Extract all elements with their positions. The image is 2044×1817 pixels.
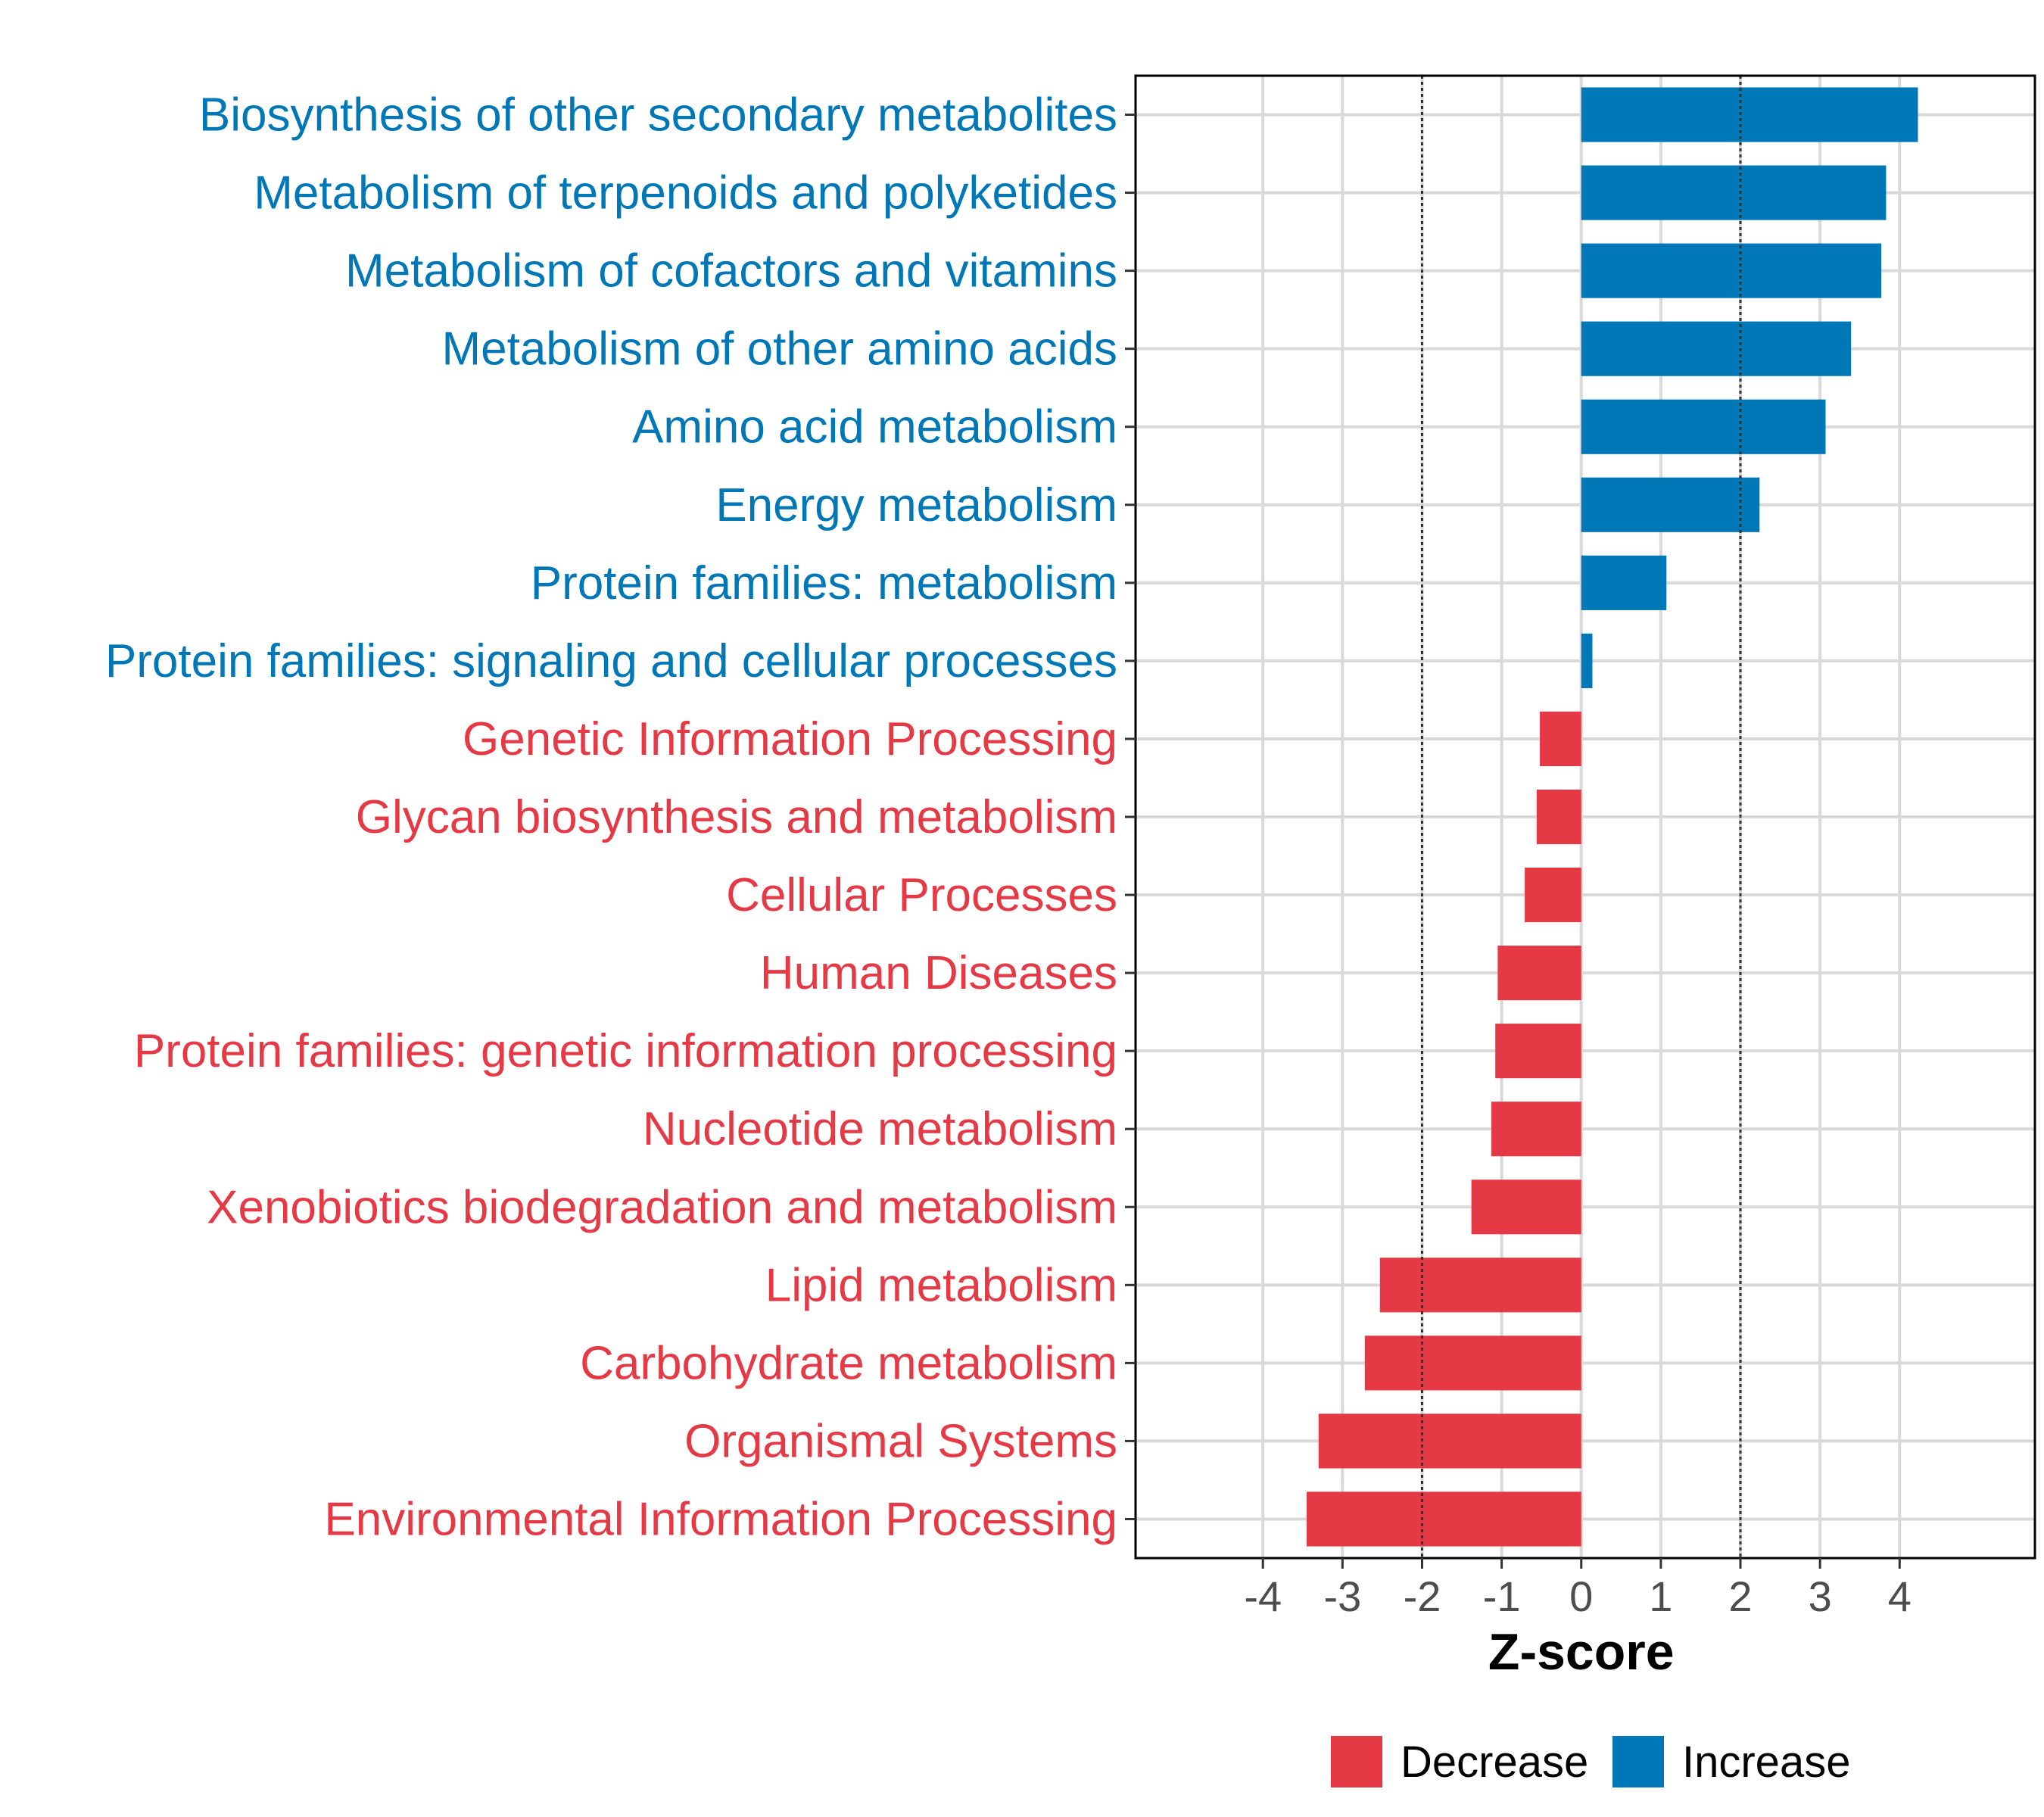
category-label: Human Diseases: [760, 947, 1117, 999]
bar: [1540, 711, 1581, 767]
category-label: Amino acid metabolism: [632, 401, 1117, 453]
y-axis-labels: Biosynthesis of other secondary metaboli…: [105, 89, 1117, 1546]
bar: [1491, 1102, 1581, 1157]
x-axis-title: Z-score: [1488, 1623, 1675, 1681]
category-label: Protein families: signaling and cellular…: [105, 635, 1117, 687]
bar: [1318, 1413, 1581, 1469]
bar: [1536, 789, 1581, 845]
x-tick-label: -2: [1404, 1572, 1441, 1620]
category-label: Metabolism of terpenoids and polyketides: [254, 167, 1117, 220]
category-label: Metabolism of other amino acids: [441, 323, 1117, 376]
y-axis-ticks: [1125, 114, 1136, 1520]
bar: [1581, 87, 1918, 142]
category-label: Nucleotide metabolism: [643, 1103, 1117, 1155]
legend-label-decrease: Decrease: [1401, 1738, 1588, 1787]
bar: [1495, 1024, 1581, 1079]
x-tick-label: 3: [1809, 1572, 1832, 1620]
bar: [1581, 633, 1593, 688]
category-label: Lipid metabolism: [765, 1259, 1117, 1311]
category-label: Genetic Information Processing: [463, 713, 1117, 765]
x-tick-label: 2: [1728, 1572, 1752, 1620]
x-tick-label: -1: [1483, 1572, 1521, 1620]
bar: [1307, 1491, 1581, 1547]
category-label: Energy metabolism: [715, 479, 1117, 531]
bar: [1581, 165, 1887, 220]
category-label: Metabolism of cofactors and vitamins: [345, 245, 1117, 298]
category-label: Environmental Information Processing: [324, 1493, 1117, 1545]
x-axis-tick-labels: -4 -3 -2 -1 0 1 2 3 4: [1244, 1572, 1912, 1620]
reference-lines: [1420, 76, 1742, 1558]
bar: [1581, 243, 1882, 298]
bar: [1581, 477, 1760, 532]
legend: Decrease Increase: [1331, 1736, 1850, 1787]
bar: [1364, 1335, 1581, 1391]
bars: [1307, 87, 1918, 1547]
x-axis-ticks: [1261, 1558, 1901, 1569]
x-tick-label: 4: [1888, 1572, 1912, 1620]
x-tick-label: -3: [1323, 1572, 1361, 1620]
category-label: Xenobiotics biodegradation and metabolis…: [207, 1181, 1117, 1233]
bar: [1581, 399, 1826, 454]
category-label: Biosynthesis of other secondary metaboli…: [199, 89, 1117, 142]
legend-swatch-increase: [1612, 1736, 1664, 1787]
bar: [1497, 946, 1581, 1001]
category-label: Glycan biosynthesis and metabolism: [356, 791, 1117, 843]
category-label: Protein families: metabolism: [531, 557, 1117, 609]
x-tick-label: 1: [1649, 1572, 1672, 1620]
x-tick-label: -4: [1244, 1572, 1282, 1620]
bar: [1525, 867, 1581, 923]
legend-swatch-decrease: [1331, 1736, 1382, 1787]
category-label: Cellular Processes: [726, 869, 1117, 921]
legend-label-increase: Increase: [1682, 1738, 1850, 1787]
bar: [1581, 555, 1667, 610]
category-label: Carbohydrate metabolism: [580, 1337, 1117, 1389]
bar: [1379, 1258, 1581, 1313]
category-label: Protein families: genetic information pr…: [134, 1025, 1117, 1077]
x-tick-label: 0: [1569, 1572, 1593, 1620]
bar: [1471, 1180, 1581, 1235]
bar: [1581, 321, 1852, 376]
category-label: Organismal Systems: [684, 1415, 1117, 1467]
